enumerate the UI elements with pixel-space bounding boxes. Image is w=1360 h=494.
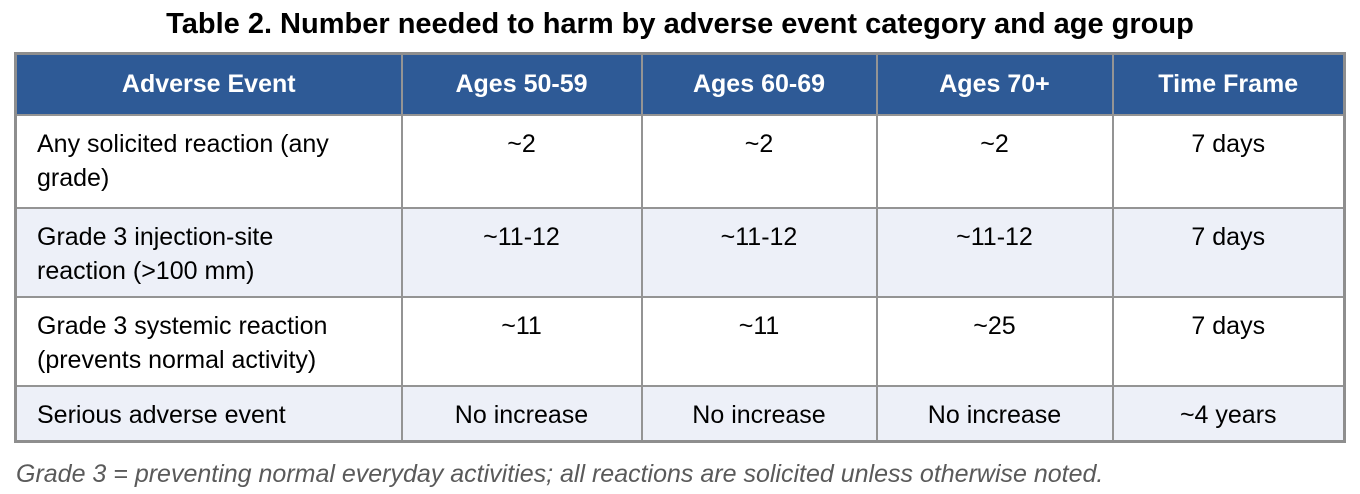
nnh-table: Adverse Event Ages 50-59 Ages 60-69 Ages… [14, 52, 1346, 443]
cell-ages-50-59: ~11-12 [400, 206, 643, 298]
cell-ages-70-plus: ~25 [875, 295, 1114, 387]
cell-ages-70-plus: No increase [875, 384, 1114, 442]
table-header-row: Adverse Event Ages 50-59 Ages 60-69 Ages… [14, 52, 1346, 116]
cell-time-frame: 7 days [1111, 295, 1346, 387]
column-header-adverse-event: Adverse Event [14, 52, 403, 116]
cell-ages-70-plus: ~2 [875, 113, 1114, 209]
cell-ages-60-69: ~11-12 [640, 206, 878, 298]
cell-time-frame: ~4 years [1111, 384, 1346, 442]
table-row: Serious adverse event No increase No inc… [14, 384, 1346, 442]
cell-time-frame: 7 days [1111, 113, 1346, 209]
cell-ages-60-69: No increase [640, 384, 878, 442]
column-header-ages-70-plus: Ages 70+ [875, 52, 1114, 116]
cell-ages-70-plus: ~11-12 [875, 206, 1114, 298]
column-header-ages-60-69: Ages 60-69 [640, 52, 878, 116]
table-row: Grade 3 systemic reaction (prevents norm… [14, 295, 1346, 387]
cell-adverse-event: Serious adverse event [14, 384, 403, 442]
cell-adverse-event: Grade 3 injection-site reaction (>100 mm… [14, 206, 403, 298]
column-header-ages-50-59: Ages 50-59 [400, 52, 643, 116]
table-footnote: Grade 3 = preventing normal everyday act… [16, 459, 1104, 488]
cell-ages-60-69: ~11 [640, 295, 878, 387]
cell-ages-50-59: ~11 [400, 295, 643, 387]
column-header-time-frame: Time Frame [1111, 52, 1346, 116]
cell-adverse-event: Any solicited reaction (any grade) [14, 113, 403, 209]
table-title: Table 2. Number needed to harm by advers… [166, 8, 1194, 40]
cell-ages-60-69: ~2 [640, 113, 878, 209]
table-row: Grade 3 injection-site reaction (>100 mm… [14, 206, 1346, 298]
cell-ages-50-59: ~2 [400, 113, 643, 209]
cell-ages-50-59: No increase [400, 384, 643, 442]
table-row: Any solicited reaction (any grade) ~2 ~2… [14, 113, 1346, 209]
cell-adverse-event: Grade 3 systemic reaction (prevents norm… [14, 295, 403, 387]
cell-time-frame: 7 days [1111, 206, 1346, 298]
